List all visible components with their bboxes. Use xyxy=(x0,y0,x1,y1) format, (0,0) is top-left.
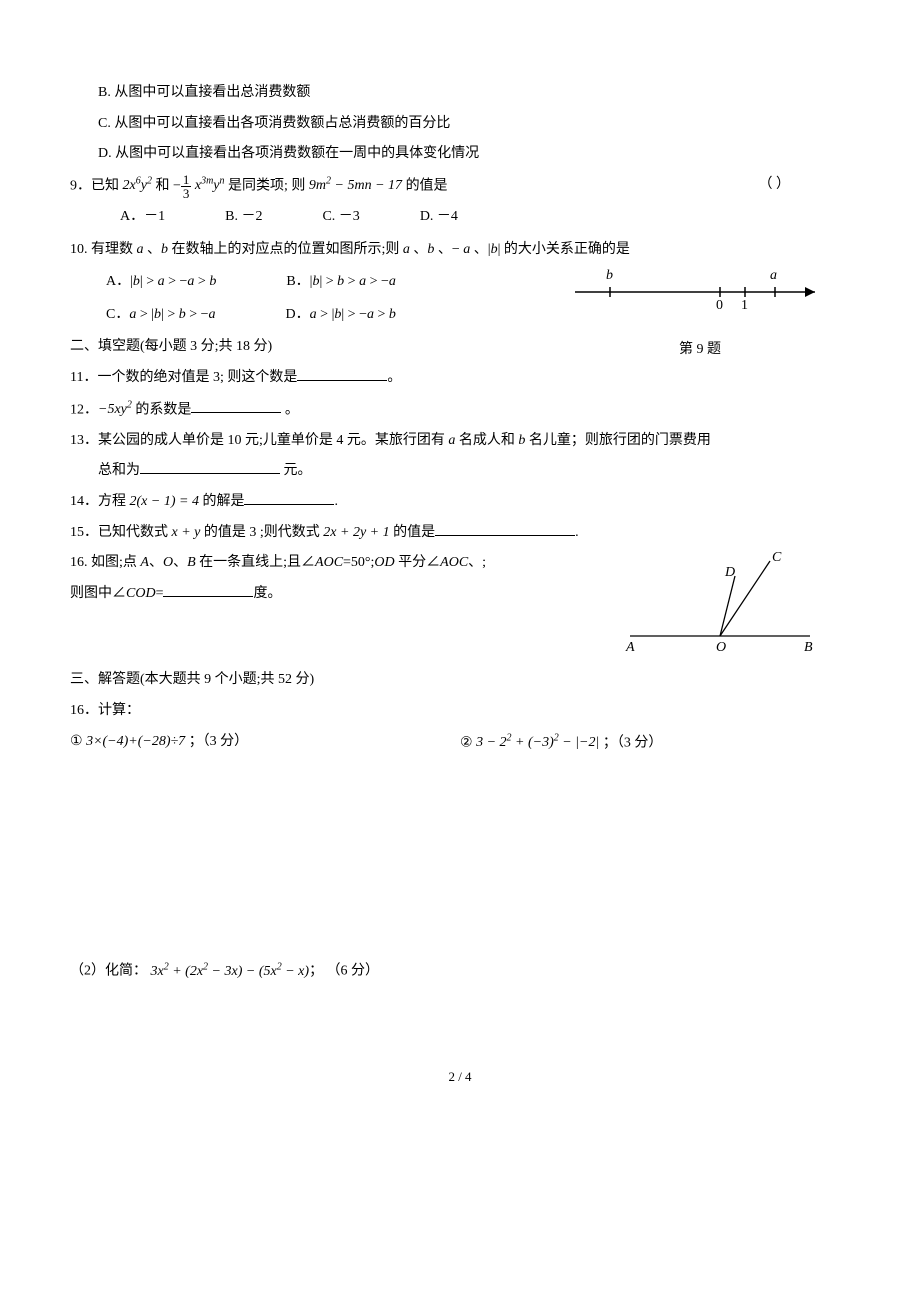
q9-mid2: 是同类项; 则 xyxy=(228,178,305,193)
q9-stem: 9．已知 2x6y2 和 −13 x3myn 是同类项; 则 9m2 − 5mn… xyxy=(70,172,850,200)
svg-text:C: C xyxy=(772,550,782,565)
frac-num: 1 xyxy=(181,173,192,187)
q9-C: C. －3 xyxy=(322,204,359,231)
numline-b: b xyxy=(606,268,613,283)
svg-text:B: B xyxy=(804,640,813,655)
numline-a: a xyxy=(770,268,777,283)
q9-mid: 和 xyxy=(155,178,169,193)
q16c-title: 16．计算： xyxy=(70,698,850,725)
numline-0: 0 xyxy=(716,298,723,313)
q12-end: 。 xyxy=(281,402,299,417)
q16-line1: 16. 如图;点 A、O、B 在一条直线上;且∠AOC=50°;OD 平分∠AO… xyxy=(70,550,630,577)
q10-block: 10. 有理数 a 、b 在数轴上的对应点的位置如图所示;则 a 、b 、− a… xyxy=(70,237,850,329)
simplify: （2）化简： 3x2 + (2x2 − 3x) − (5x2 − x)； （6 … xyxy=(70,957,850,985)
numline-1: 1 xyxy=(741,298,748,313)
number-line-figure: b a 0 1 第 9 题 xyxy=(570,257,830,364)
q9-term2: x3myn xyxy=(195,178,225,193)
q12: 12．−5xy2 的系数是 。 xyxy=(70,396,850,424)
svg-text:O: O xyxy=(716,640,726,655)
q14-pre: 14．方程 xyxy=(70,494,130,509)
calc1-tag: ① xyxy=(70,734,86,749)
q12-pre: 12． xyxy=(70,402,98,417)
q11-post: 。 xyxy=(387,370,401,385)
calc2-pts: ；（3 分） xyxy=(599,735,662,750)
q15-post: . xyxy=(575,525,579,540)
q13-l1-pre: 13．某公园的成人单价是 10 元;儿童单价是 4 元。某旅行团有 xyxy=(70,433,448,448)
q9-options: A．－1 B. －2 C. －3 D. －4 xyxy=(70,204,850,231)
q15-pre: 15．已知代数式 xyxy=(70,525,172,540)
q15: 15．已知代数式 x + y 的值是 3 ;则代数式 2x + 2y + 1 的… xyxy=(70,520,850,547)
q8-option-b: B. 从图中可以直接看出总消费数额 xyxy=(70,80,850,107)
q11-blank xyxy=(297,366,387,381)
q13-l1-post: 名儿童；则旅行团的门票费用 xyxy=(525,433,711,448)
q8-option-c: C. 从图中可以直接看出各项消费数额占总消费额的百分比 xyxy=(70,111,850,138)
angle-figure: C D A O B xyxy=(620,546,820,656)
q9-pre: 9．已知 xyxy=(70,178,119,193)
q16-l2-post: 度。 xyxy=(253,586,281,601)
q10-C: C．a > |b| > b > −a xyxy=(106,302,216,329)
q9-paren: （ ） xyxy=(759,172,791,199)
q9-B: B. －2 xyxy=(225,204,262,231)
calc1-pts: ；（3 分） xyxy=(185,734,248,749)
q12-mid: 的系数是 xyxy=(132,402,192,417)
q12-term: −5xy2 xyxy=(98,402,132,417)
calc-row: ① 3×(−4)+(−28)÷7 ；（3 分） ② 3 − 22 + (−3)2… xyxy=(70,729,850,757)
simp-tag: （2）化简： xyxy=(70,964,147,979)
q9-D: D. －4 xyxy=(420,204,458,231)
q9-frac: 13 xyxy=(181,173,192,200)
q11-pre: 11．一个数的绝对值是 3; 则这个数是 xyxy=(70,370,297,385)
frac-den: 3 xyxy=(181,187,192,200)
calc2-expr: 3 − 22 + (−3)2 − |−2| xyxy=(476,735,599,750)
q9-tail: 的值是 xyxy=(406,178,448,193)
q14-expr: 2(x − 1) = 4 xyxy=(130,494,199,509)
q9-term1: 2x6y2 xyxy=(123,178,152,193)
q14: 14．方程 2(x − 1) = 4 的解是. xyxy=(70,489,850,516)
q9-expr: 9m2 − 5mn − 17 xyxy=(309,178,402,193)
q10-D: D．a > |b| > −a > b xyxy=(286,302,396,329)
simp-pts: ； （6 分） xyxy=(309,964,379,979)
page-number: 2 / 4 xyxy=(70,1065,850,1090)
q14-post: . xyxy=(334,494,338,509)
q14-blank xyxy=(244,490,334,505)
q13-line1: 13．某公园的成人单价是 10 元;儿童单价是 4 元。某旅行团有 a 名成人和… xyxy=(70,428,850,455)
q11: 11．一个数的绝对值是 3; 则这个数是 。 xyxy=(70,365,850,392)
q16-l2-pre: 则图中∠COD= xyxy=(70,586,163,601)
q13-l2-post: 元。 xyxy=(280,463,312,478)
calc2-tag: ② xyxy=(460,735,476,750)
q9-A: A．－1 xyxy=(120,204,165,231)
q16-geom: 16. 如图;点 A、O、B 在一条直线上;且∠AOC=50°;OD 平分∠AO… xyxy=(70,550,850,607)
svg-text:A: A xyxy=(625,640,635,655)
q13-blank xyxy=(140,459,280,474)
q15-e2: 2x + 2y + 1 xyxy=(323,525,389,540)
q15-mid2: 的值是 xyxy=(390,525,436,540)
calc1-expr: 3×(−4)+(−28)÷7 xyxy=(86,734,185,749)
calc1: ① 3×(−4)+(−28)÷7 ；（3 分） xyxy=(70,729,460,757)
q16-blank xyxy=(163,582,253,597)
q13-l2-pre: 总和为 xyxy=(98,463,140,478)
q15-mid1: 的值是 3 ;则代数式 xyxy=(200,525,323,540)
calc2: ② 3 − 22 + (−3)2 − |−2| ；（3 分） xyxy=(460,729,850,757)
q10-B: B．|b| > b > a > −a xyxy=(286,269,396,296)
q13-line2: 总和为 元。 xyxy=(70,458,850,485)
svg-text:D: D xyxy=(724,565,735,580)
q15-e1: x + y xyxy=(172,525,201,540)
q13-mid: 名成人和 xyxy=(455,433,518,448)
q12-blank xyxy=(191,398,281,413)
q10-A: A．|b| > a > −a > b xyxy=(106,269,216,296)
simp-expr: 3x2 + (2x2 − 3x) − (5x2 − x) xyxy=(151,964,310,979)
q15-blank xyxy=(435,521,575,536)
section3-title: 三、解答题(本大题共 9 个小题;共 52 分) xyxy=(70,667,850,694)
q8-option-d: D. 从图中可以直接看出各项消费数额在一周中的具体变化情况 xyxy=(70,141,850,168)
q14-mid: 的解是 xyxy=(199,494,245,509)
numline-caption: 第 9 题 xyxy=(570,337,830,364)
